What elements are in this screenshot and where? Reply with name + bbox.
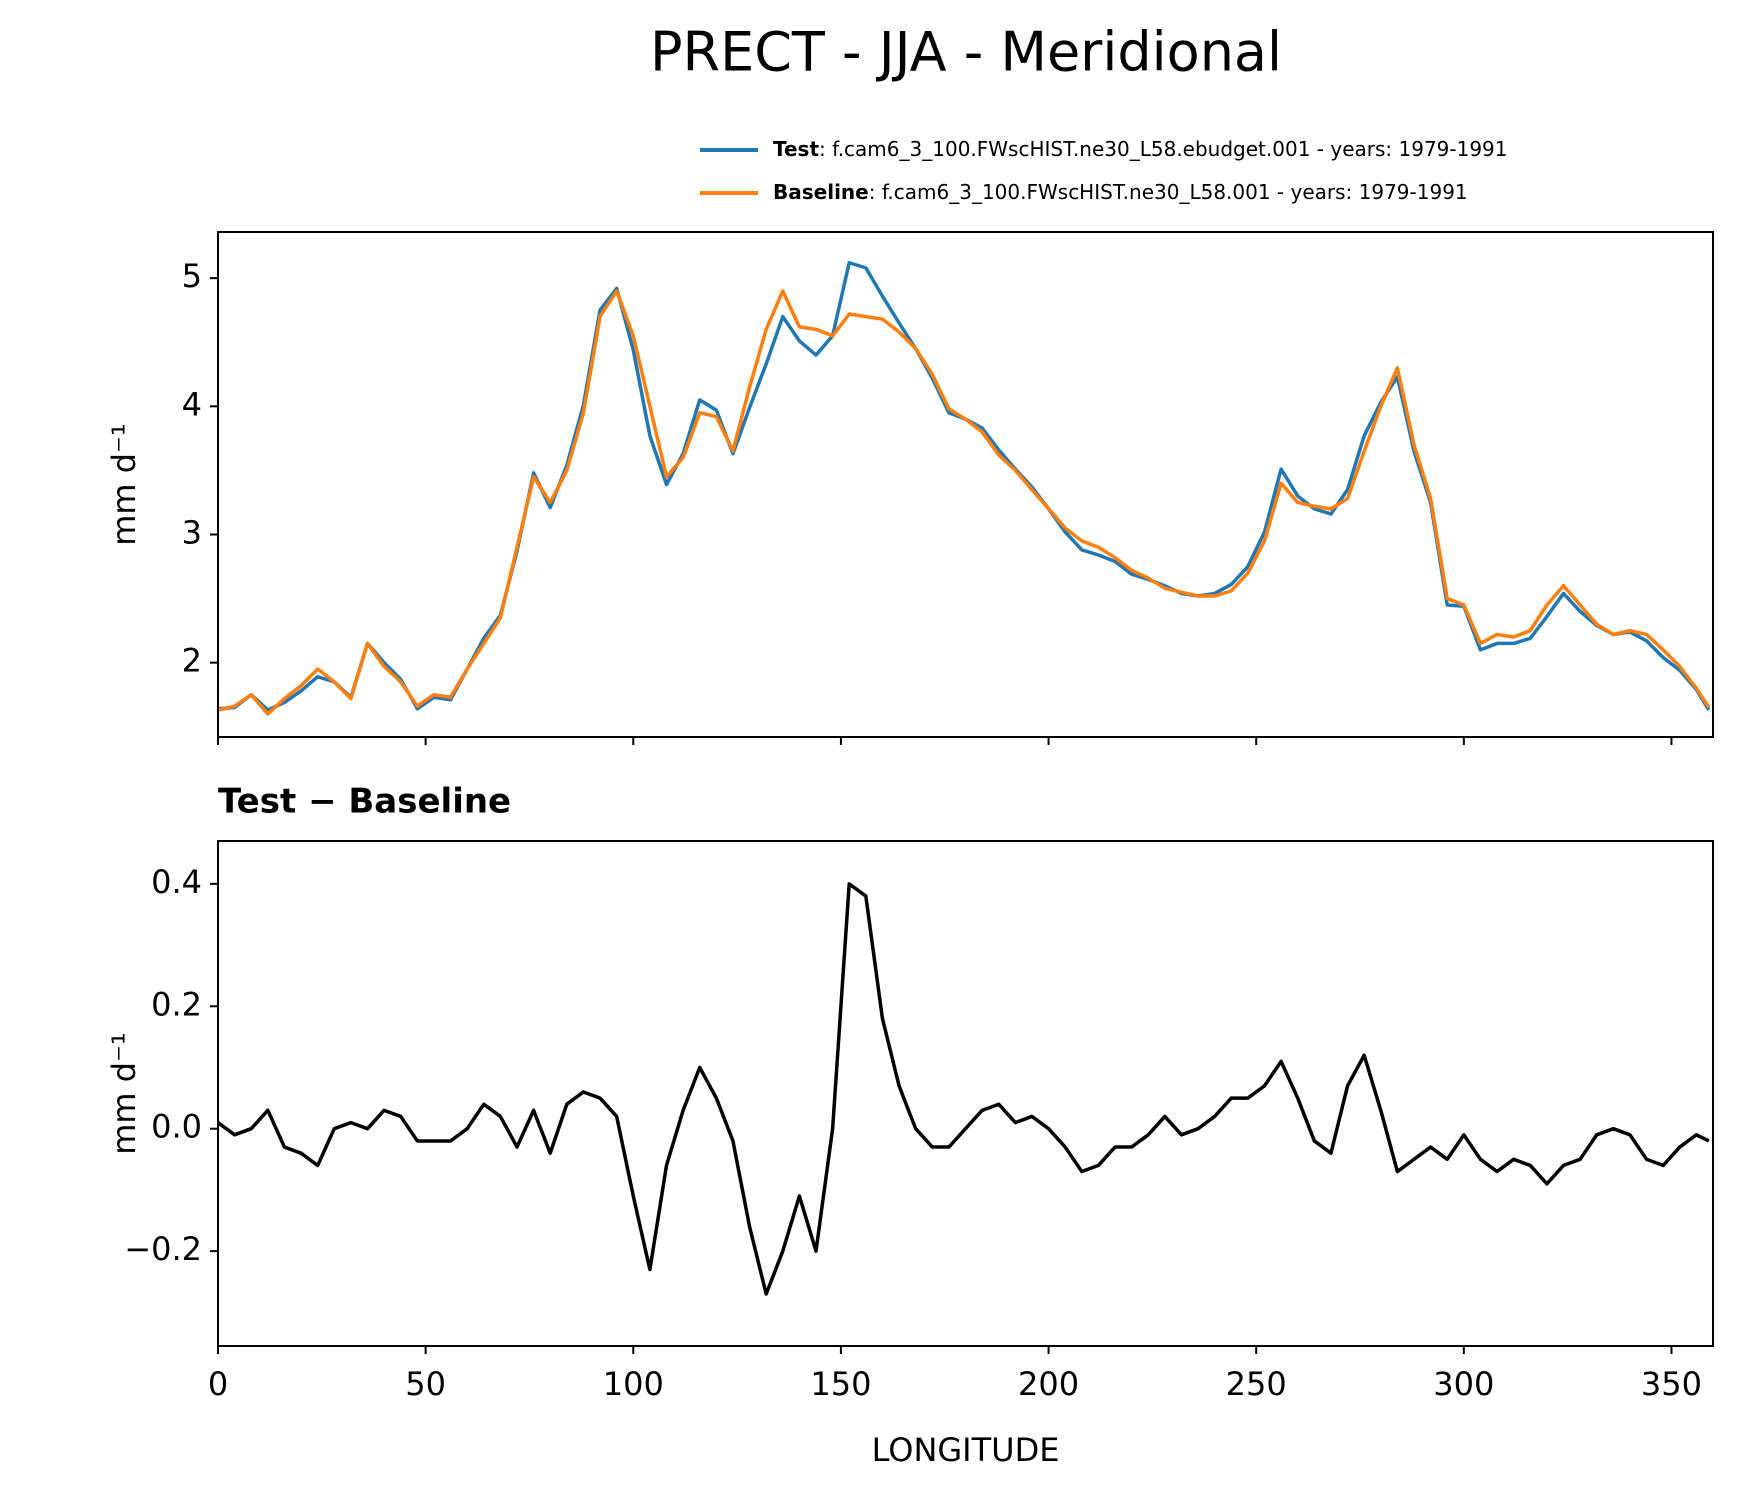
x-tick-label: 300 [1433,1365,1494,1403]
legend-entry: Test: f.cam6_3_100.FWscHIST.ne30_L58.ebu… [773,137,1508,161]
x-tick-label: 200 [1018,1365,1079,1403]
legend-name: Baseline [773,180,869,204]
y-tick-label: 0.2 [151,985,202,1023]
x-tick-label: 150 [810,1365,871,1403]
y-tick-label: 0.4 [151,863,202,901]
x-tick-label: 350 [1641,1365,1702,1403]
x-tick-label: 100 [603,1365,664,1403]
x-tick-label: 50 [405,1365,446,1403]
y-axis-label: mm d⁻¹ [105,1032,143,1155]
legend-name: Test [773,137,819,161]
series-line [218,289,1711,716]
legend-description: : f.cam6_3_100.FWscHIST.ne30_L58.001 - y… [869,180,1468,204]
y-tick-label: 5 [182,257,202,295]
y-tick-label: 4 [182,385,202,423]
y-tick-label: −0.2 [124,1230,202,1268]
y-tick-label: 3 [182,513,202,551]
legend-description: : f.cam6_3_100.FWscHIST.ne30_L58.ebudget… [819,137,1508,161]
axes-frame [217,840,1714,1347]
series-line [218,882,1710,1296]
y-tick-label: 0.0 [151,1108,202,1146]
x-tick-label: 250 [1226,1365,1287,1403]
axes-frame [217,231,1714,738]
x-axis-label: LONGITUDE [872,1431,1060,1469]
y-axis-label: mm d⁻¹ [105,423,143,546]
series-line [218,261,1711,712]
y-tick-label: 2 [182,642,202,680]
legend-entry: Baseline: f.cam6_3_100.FWscHIST.ne30_L58… [773,180,1468,204]
x-tick-label: 0 [208,1365,228,1403]
chart-title: PRECT - JJA - Meridional [650,21,1282,84]
subplot-title: Test − Baseline [218,782,511,822]
